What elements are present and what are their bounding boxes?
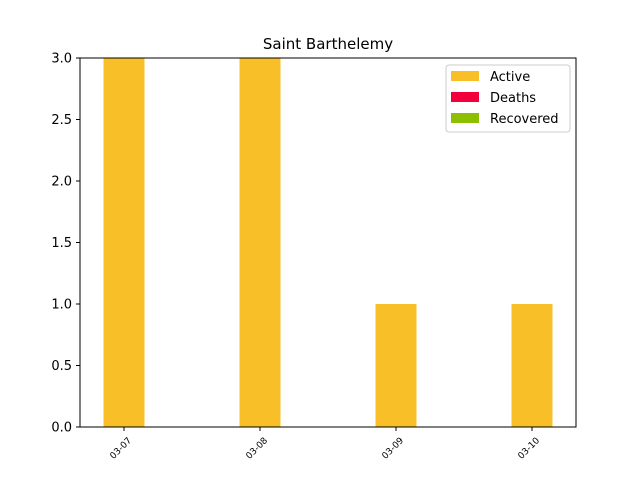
legend: Active Deaths Recovered <box>445 64 571 133</box>
y-tick-label: 2.0 <box>51 175 72 190</box>
bar-active-03-08 <box>239 58 281 427</box>
plot-frame <box>79 57 577 428</box>
bar-active-03-09 <box>375 304 417 427</box>
bar-active-03-07 <box>103 58 145 427</box>
y-tick-label: 3.0 <box>51 52 72 67</box>
x-tick-label: 03-10 <box>517 436 543 462</box>
y-tick-label: 0.0 <box>51 421 72 436</box>
y-axis: 0.0 0.5 1.0 1.5 2.0 2.5 3.0 <box>51 52 80 436</box>
x-tick-label: 03-09 <box>381 436 407 462</box>
bars-group <box>103 58 553 427</box>
legend-label-recovered: Recovered <box>490 112 559 127</box>
legend-swatch-active <box>451 71 479 81</box>
y-tick-label: 1.5 <box>51 236 72 251</box>
bar-active-03-10 <box>511 304 553 427</box>
y-tick-label: 1.0 <box>51 298 72 313</box>
x-tick-label: 03-07 <box>109 436 135 462</box>
legend-swatch-recovered <box>451 113 479 123</box>
x-tick-label: 03-08 <box>245 436 271 462</box>
y-tick-label: 2.5 <box>51 113 72 128</box>
chart-title: Saint Barthelemy <box>263 35 393 53</box>
legend-swatch-deaths <box>451 92 479 102</box>
y-tick-label: 0.5 <box>51 359 72 374</box>
legend-label-deaths: Deaths <box>490 91 536 106</box>
x-axis: 03-07 03-08 03-09 03-10 <box>109 427 543 462</box>
legend-label-active: Active <box>490 70 530 85</box>
